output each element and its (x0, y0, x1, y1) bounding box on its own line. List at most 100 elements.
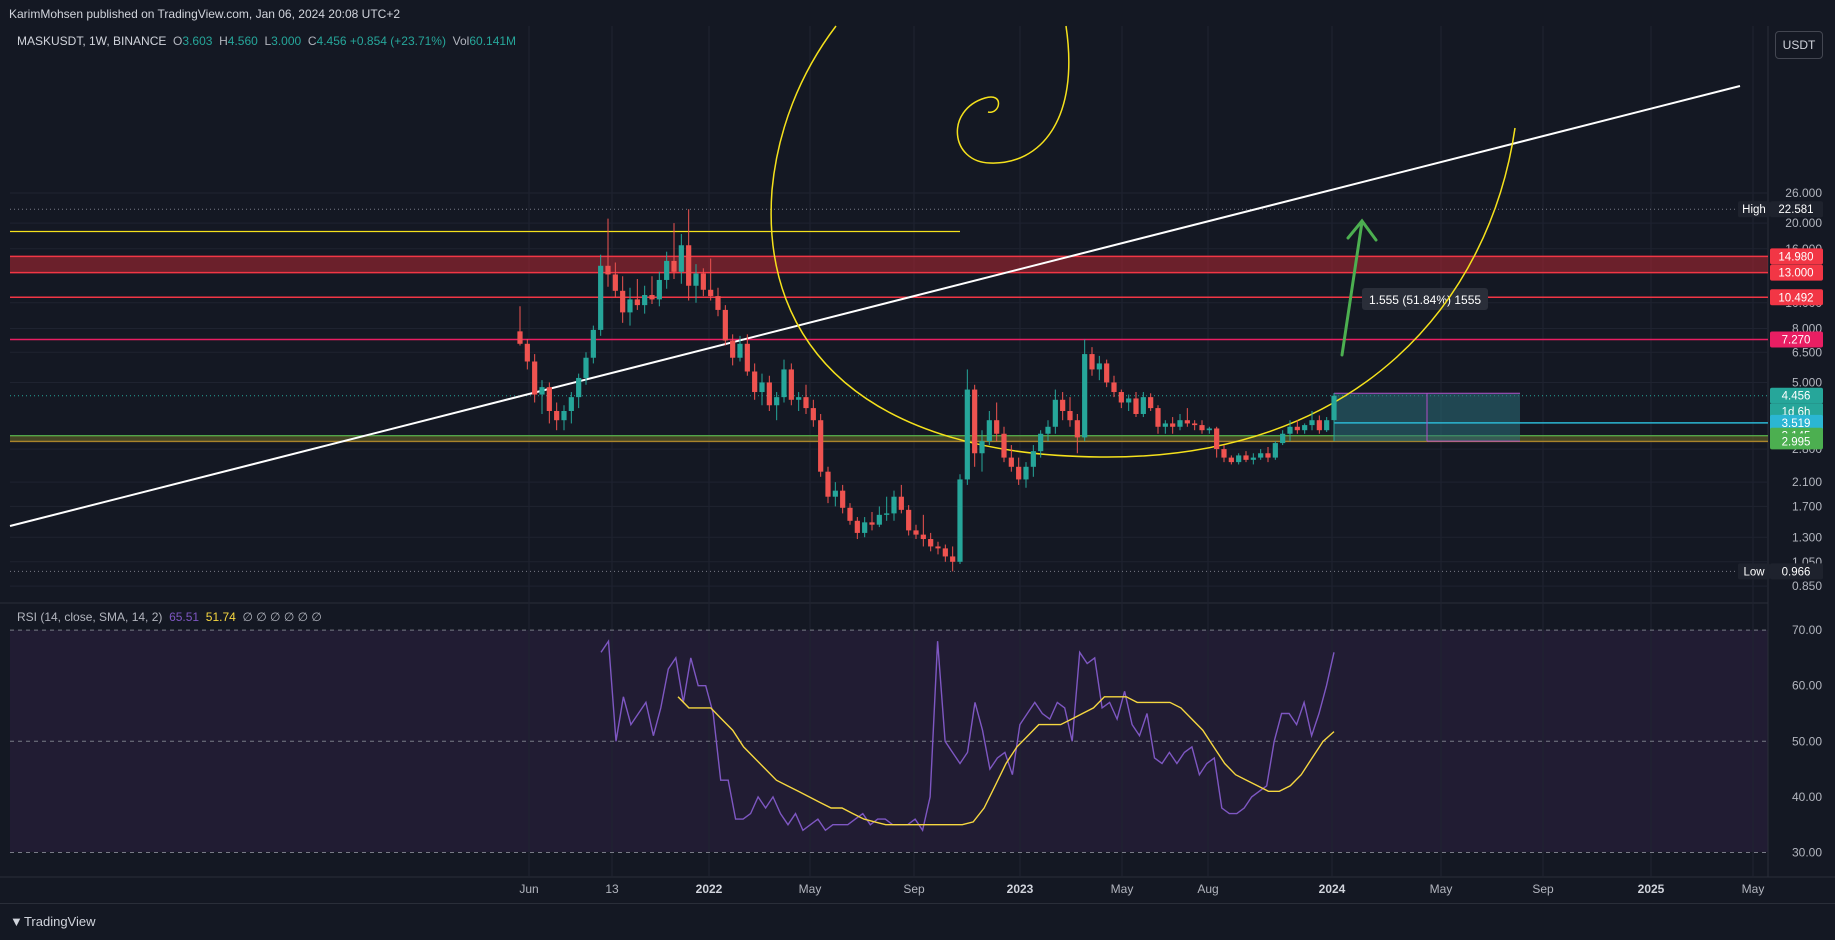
close-value: 4.456 (316, 34, 347, 48)
trend-line (9, 85, 1741, 527)
candle-body (568, 397, 574, 412)
symbol-name[interactable]: MASKUSDT, 1W, BINANCE (17, 34, 167, 48)
price-label-value-8: 2.995 (1782, 436, 1811, 448)
candle-body (1133, 398, 1139, 414)
rsi-tick-3: 40.00 (1792, 790, 1822, 804)
low-value: 3.000 (271, 34, 302, 48)
price-label-bg-8 (1770, 433, 1823, 450)
candle-body (693, 273, 699, 286)
high-value: 4.560 (227, 34, 258, 48)
price-label-bg-5 (1770, 387, 1823, 404)
candle-body (898, 496, 904, 510)
candle-body (1199, 425, 1205, 431)
rsi-tick-2: 50.00 (1792, 734, 1822, 748)
candle-body (1214, 428, 1220, 450)
candle-body (869, 522, 875, 525)
candle-body (730, 340, 736, 358)
time-label-12: May (1742, 882, 1765, 896)
resistance-zone (10, 256, 1768, 273)
price-label-value-3: 10.492 (1778, 292, 1813, 304)
candle-body (700, 273, 706, 290)
candle-body (1184, 420, 1190, 424)
candle-body (1045, 426, 1051, 434)
candle-body (986, 420, 992, 442)
time-label-3: May (799, 882, 822, 896)
candle-body (1155, 408, 1161, 427)
candle-body (1074, 420, 1080, 438)
time-label-9: May (1430, 882, 1453, 896)
candle-body (1001, 433, 1007, 458)
price-label-tag-0: High (1742, 204, 1766, 216)
candle-body (1104, 363, 1110, 383)
time-label-5: 2023 (1007, 882, 1034, 896)
candle-body (1192, 423, 1198, 426)
open-label: O (173, 34, 183, 48)
rsi-title[interactable]: RSI (14, close, SMA, 14, 2) (17, 610, 163, 624)
candle-body (634, 299, 640, 306)
rsi-tick-0: 70.00 (1792, 623, 1822, 637)
candle-body (1287, 426, 1293, 434)
rsi-sma-line (677, 696, 1335, 826)
candle-body (759, 382, 765, 393)
tradingview-logo[interactable]: ▼ TradingView (10, 914, 96, 929)
candle-body (686, 245, 692, 286)
candle-body (1272, 443, 1278, 458)
time-label-10: Sep (1532, 882, 1554, 896)
price-label-value-9: 0.966 (1782, 566, 1811, 578)
rsi-legend: RSI (14, close, SMA, 14, 2) 65.51 51.74 … (17, 610, 322, 624)
candle-body (1236, 455, 1242, 463)
price-label-bg-2 (1770, 264, 1823, 281)
price-tick-10: 1.300 (1792, 530, 1822, 544)
symbol-legend: MASKUSDT, 1W, BINANCE O3.603 H4.560 L3.0… (17, 34, 516, 48)
candle-body (1118, 392, 1124, 403)
candle-body (642, 295, 648, 306)
candle-body (774, 397, 780, 406)
candle-body (744, 343, 750, 372)
candle-body (950, 556, 956, 562)
candle-body (1316, 420, 1322, 431)
candle-body (810, 408, 816, 421)
candle-body (620, 290, 626, 313)
candle-body (957, 479, 963, 562)
candle-body (964, 389, 970, 480)
candle-body (1082, 354, 1088, 438)
price-label-value-1: 14.980 (1778, 251, 1813, 263)
candle-body (1294, 426, 1300, 431)
low-label: L (264, 34, 272, 48)
candle-body (1331, 395, 1337, 421)
target-arrow (1340, 218, 1378, 357)
price-tick-1: 20.000 (1785, 216, 1822, 230)
candle-body (1089, 354, 1095, 370)
candle-body (1162, 423, 1168, 427)
candle-body (1060, 399, 1066, 412)
candle-body (972, 389, 978, 454)
candle-body (708, 289, 714, 297)
rsi-tick-4: 30.00 (1792, 846, 1822, 860)
candle-body (788, 369, 794, 400)
time-label-6: May (1111, 882, 1134, 896)
candle-body (1096, 363, 1102, 370)
candle-body (605, 265, 611, 275)
candle-body (656, 279, 662, 300)
candle-body (832, 490, 838, 497)
candle-body (1008, 457, 1014, 467)
candle-body (891, 496, 897, 514)
brand-text: TradingView (23, 914, 96, 929)
candle-body (1228, 457, 1234, 463)
rsi-tick-1: 60.00 (1792, 679, 1822, 693)
price-label-bg-3 (1770, 289, 1823, 306)
candle-body (598, 265, 604, 330)
price-label-bg-4 (1770, 331, 1823, 348)
candle-body (554, 411, 560, 421)
rsi-value: 65.51 (169, 610, 200, 624)
currency-button[interactable]: USDT (1775, 31, 1823, 59)
time-label-2: 2022 (696, 882, 723, 896)
candle-body (576, 377, 582, 398)
candle-body (737, 343, 743, 358)
time-label-11: 2025 (1638, 882, 1665, 896)
candle-body (1221, 449, 1227, 458)
candle-body (854, 520, 860, 533)
vol-label: Vol (452, 34, 470, 48)
candle-body (876, 514, 882, 525)
